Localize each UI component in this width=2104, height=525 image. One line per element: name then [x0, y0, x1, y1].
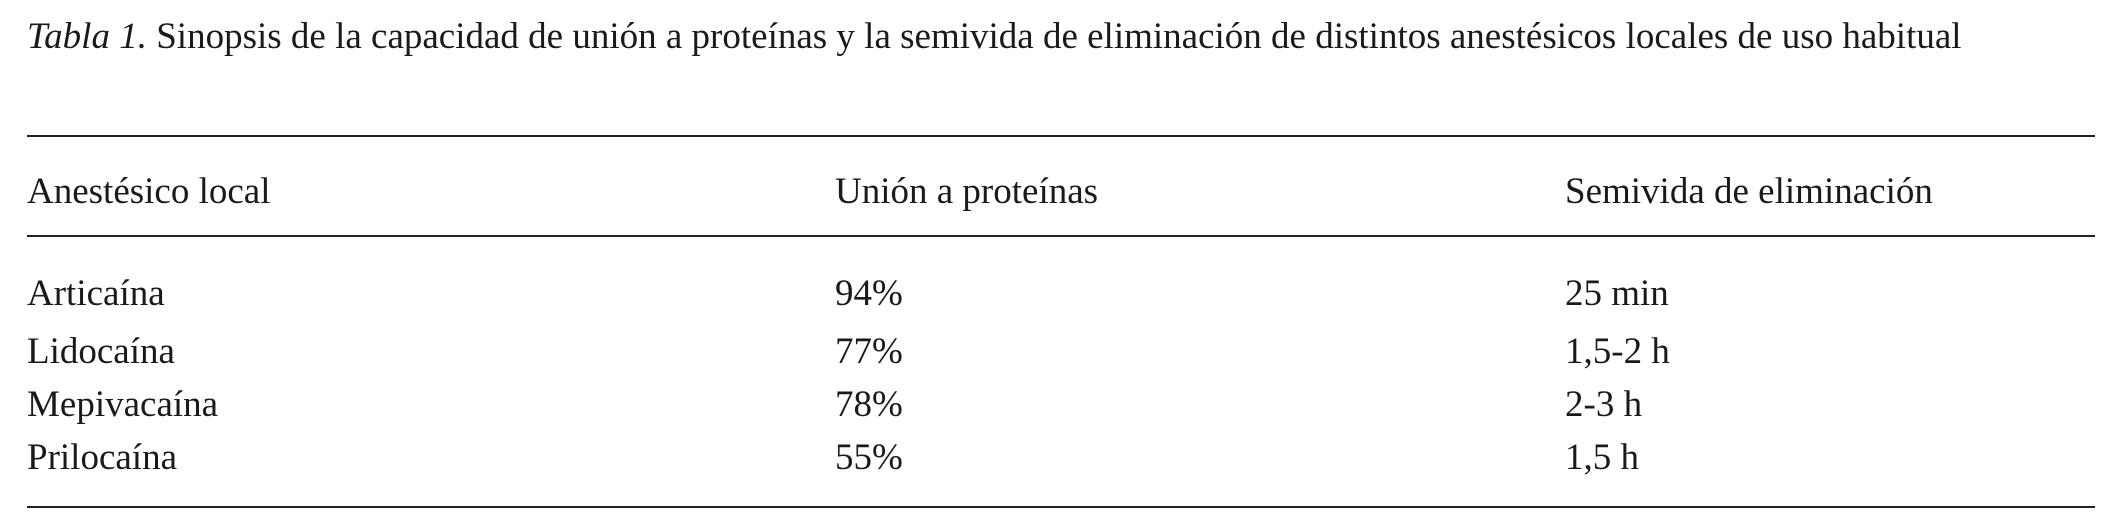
header-cell: Semivida de eliminación — [1565, 171, 1933, 212]
table-cell: 78% — [835, 384, 903, 425]
header-cell: Anestésico local — [27, 171, 271, 212]
table-cell: Articaína — [27, 273, 165, 314]
table-cell: Prilocaína — [27, 437, 178, 478]
table-cell: 55% — [835, 437, 903, 478]
header-cell: Unión a proteínas — [835, 171, 1099, 212]
table-cell: 77% — [835, 331, 903, 372]
table-cell: 2-3 h — [1565, 384, 1643, 425]
caption-text: Sinopsis de la capacidad de unión a prot… — [156, 16, 1962, 57]
table-cell: 1,5 h — [1565, 437, 1639, 478]
header-rule — [27, 235, 2095, 237]
table-cell: Lidocaína — [27, 331, 175, 372]
table-caption: Tabla 1. Sinopsis de la capacidad de uni… — [27, 14, 2095, 60]
caption-label: Tabla 1. — [27, 16, 147, 57]
bottom-rule — [27, 506, 2095, 508]
table-cell: 1,5-2 h — [1565, 331, 1670, 372]
top-rule — [27, 135, 2095, 137]
table-cell: Mepivacaína — [27, 384, 219, 425]
table-cell: 25 min — [1565, 273, 1669, 314]
table-cell: 94% — [835, 273, 903, 314]
